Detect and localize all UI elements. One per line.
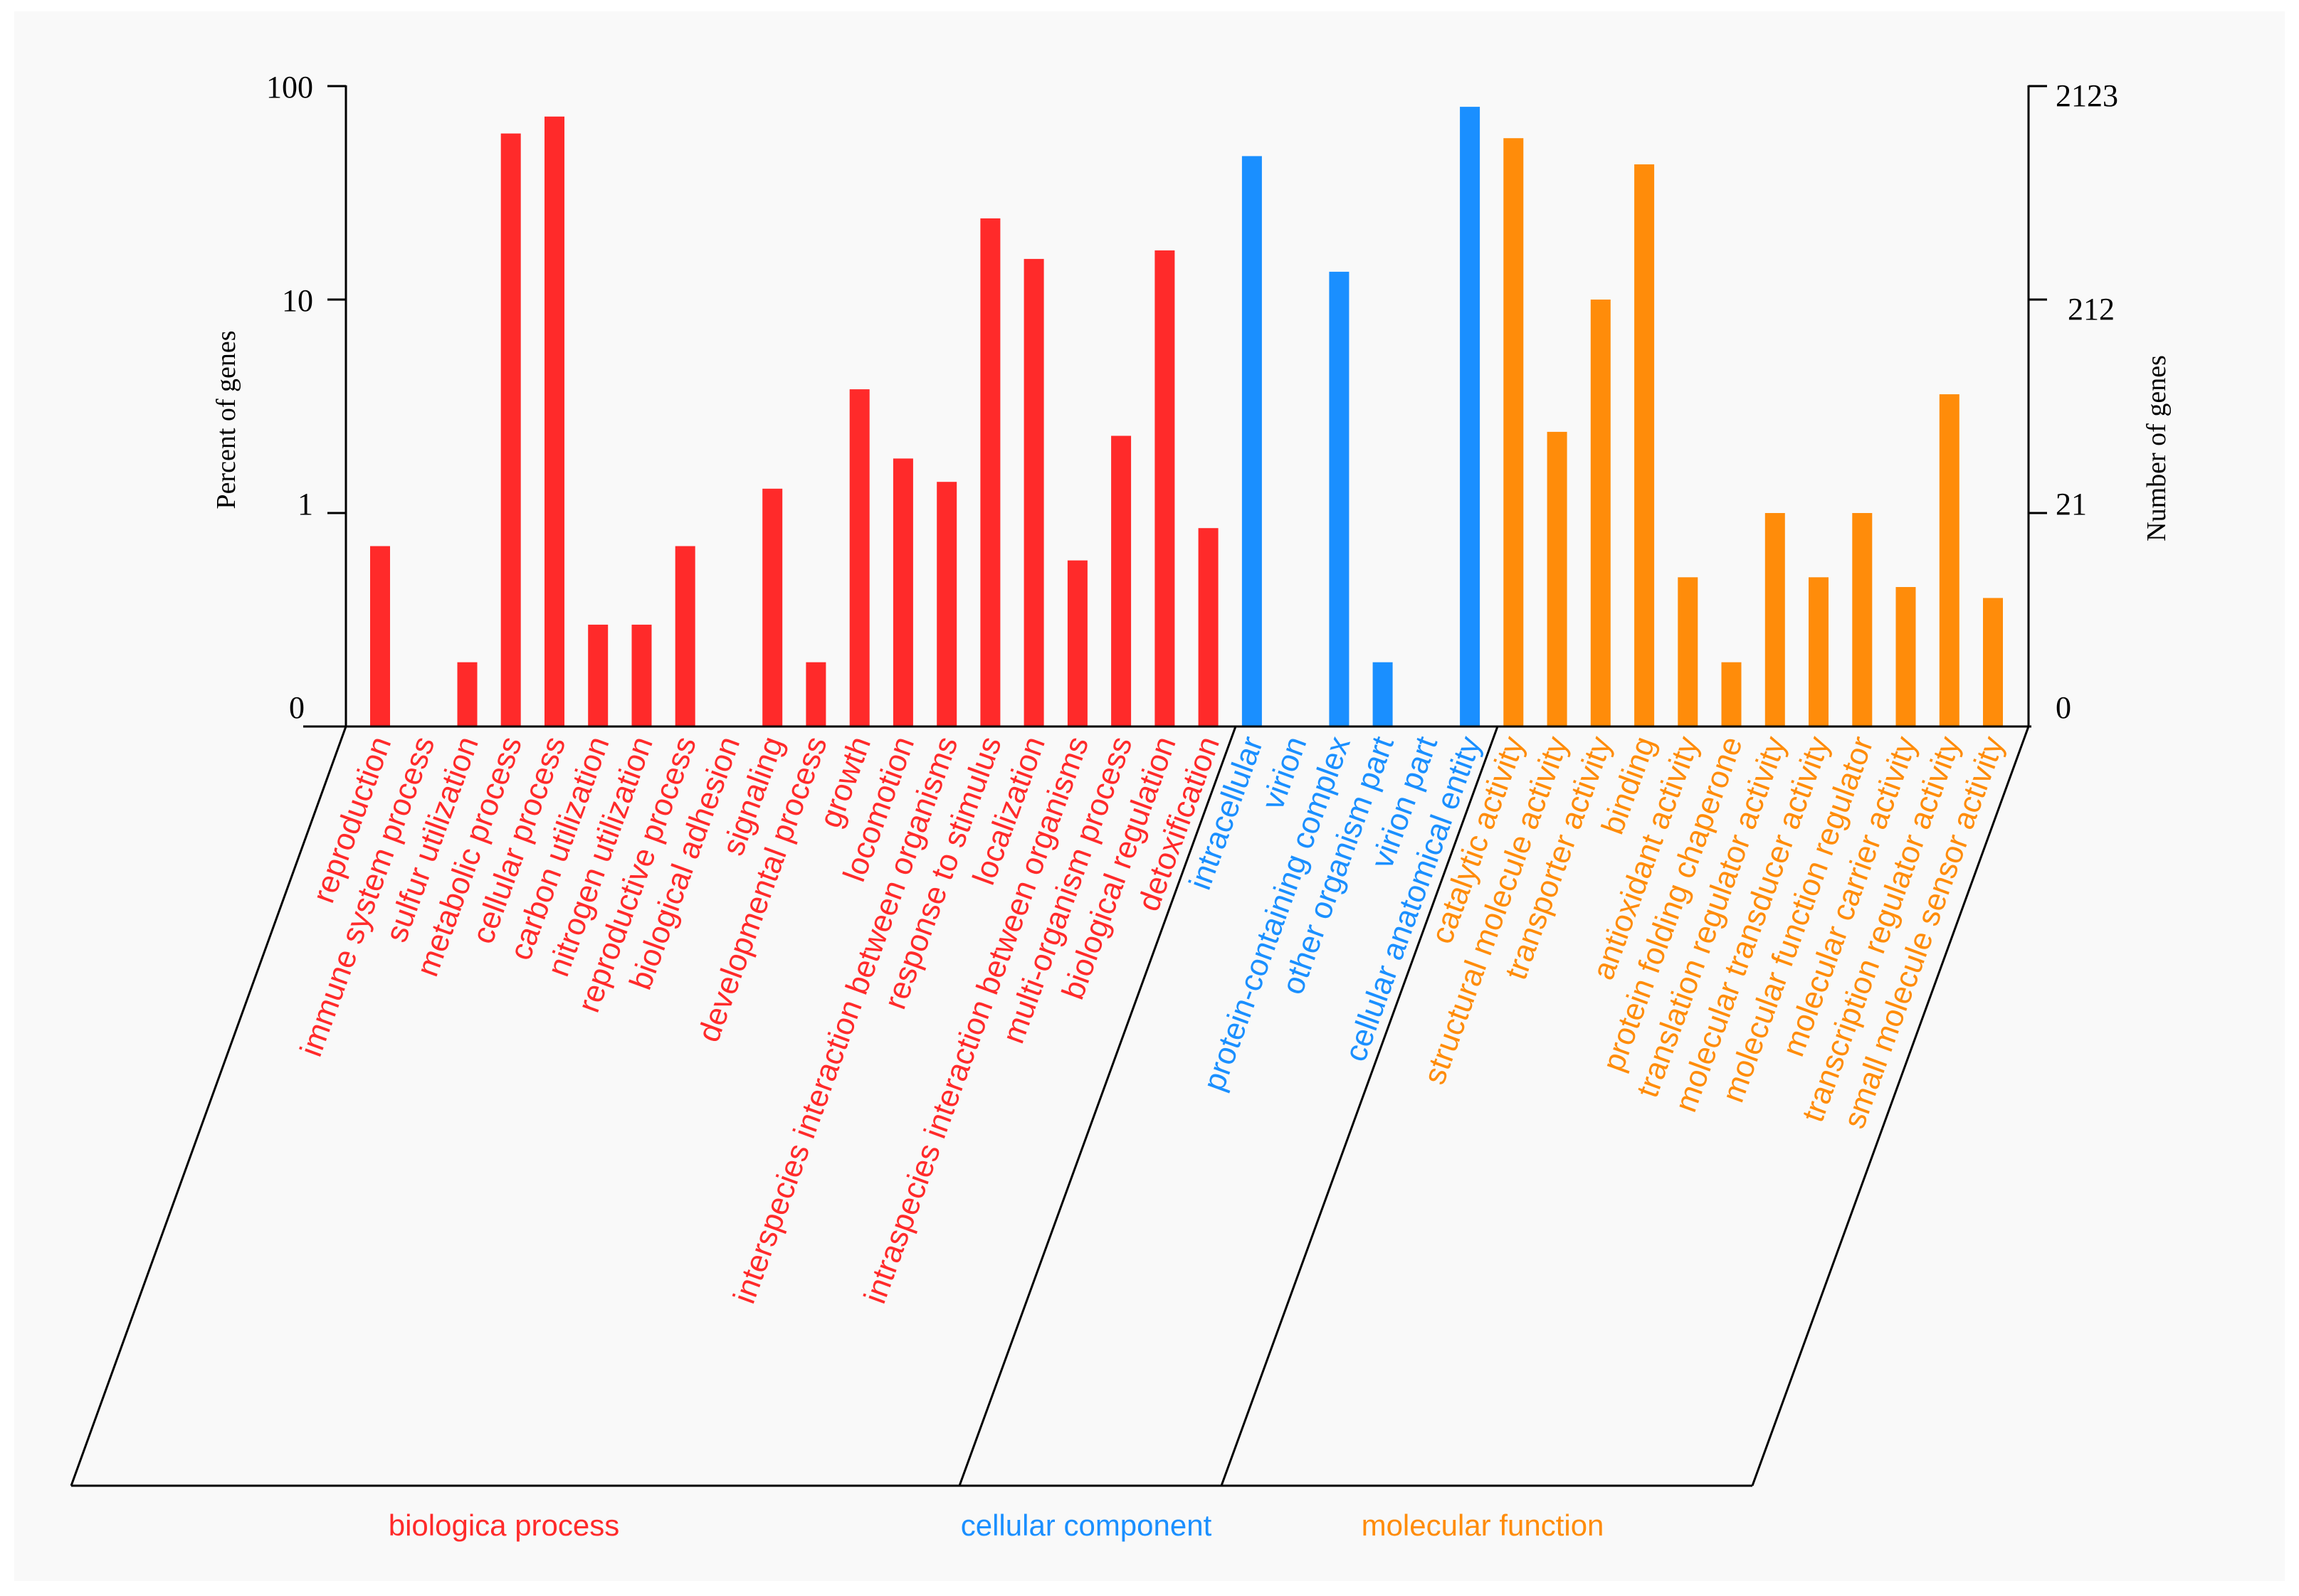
bar-18 [1111,435,1132,726]
panel-divider-2 [1220,726,1499,1486]
bar-24 [1372,662,1393,726]
bar-16 [1024,258,1044,726]
group-label-1: biologica process [389,1508,620,1542]
left-tick-label-1: 100 [266,70,313,105]
group-label-3: molecular function [1362,1508,1604,1542]
left-axis-title: Percent of genes [211,330,241,509]
right-tick-label-1: 2123 [2056,78,2118,113]
bar-6 [588,624,609,726]
left-tick-label-4: 0 [289,690,305,725]
bar-37 [1939,394,1959,726]
bar-12 [849,389,870,726]
bar-23 [1329,271,1350,726]
bar-14 [937,482,957,726]
panel-divider-1 [958,726,1237,1486]
bar-11 [806,662,826,726]
panel-left-edge [70,726,347,1486]
right-tick-label-3: 21 [2056,487,2087,522]
bar-32 [1721,662,1742,726]
bar-30 [1634,164,1655,726]
bar-34 [1809,577,1829,726]
bar-19 [1154,250,1175,726]
bar-17 [1067,560,1088,726]
bar-7 [631,624,652,726]
bar-10 [762,488,783,726]
bar-3 [457,662,478,726]
bar-33 [1764,513,1785,726]
bar-8 [675,546,695,726]
bar-28 [1547,431,1567,726]
bar-36 [1895,587,1916,726]
panel-right-edge [1751,726,2030,1486]
bar-15 [980,218,1001,726]
bar-1 [370,546,390,726]
bar-27 [1503,138,1524,726]
bar-20 [1198,528,1219,726]
bar-26 [1460,107,1480,727]
group-label-2: cellular component [961,1508,1212,1542]
right-axis-title: Number of genes [2142,355,2172,541]
right-tick-label-2: 212 [2068,292,2115,327]
bar-29 [1590,300,1611,726]
bar-5 [544,116,564,727]
bar-35 [1852,513,1873,726]
bar-13 [893,458,913,726]
bar-21 [1241,156,1262,726]
bar-4 [500,133,521,727]
right-tick-label-4: 0 [2056,690,2071,725]
bar-31 [1678,577,1698,726]
left-tick-label-2: 10 [282,283,313,318]
bar-38 [1983,598,2003,726]
left-tick-label-3: 1 [298,487,313,522]
